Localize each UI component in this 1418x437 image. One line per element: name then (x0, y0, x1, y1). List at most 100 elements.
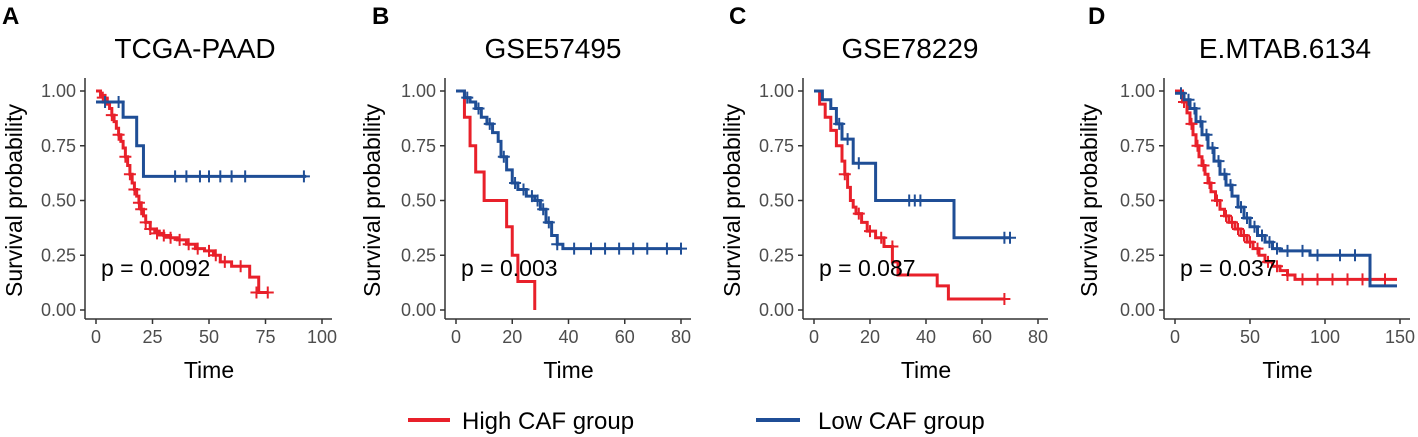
y-tick-label-a: 0.75 (41, 136, 76, 156)
censor-mark-high-caf-group-a (164, 231, 177, 244)
panel-title-a: TCGA-PAAD (114, 33, 275, 64)
censor-mark-high-caf-group-a (132, 196, 145, 209)
censor-mark-low-caf-group-c (841, 133, 854, 146)
survival-curve-low-caf-group-a (96, 100, 307, 178)
censor-mark-low-caf-group-a (169, 170, 182, 183)
censor-mark-low-caf-group-d (1235, 201, 1247, 214)
censor-mark-low-caf-group-d (1349, 249, 1361, 262)
censor-mark-low-caf-group-a (214, 170, 227, 183)
p-value-b: p = 0.003 (461, 255, 558, 281)
censor-mark-low-caf-group-b (641, 242, 654, 255)
censor-mark-low-caf-group-a (112, 95, 125, 108)
censor-mark-low-caf-group-d (1224, 179, 1237, 192)
censor-mark-low-caf-group-c (833, 117, 846, 130)
censor-mark-high-caf-group-a (139, 216, 152, 229)
censor-mark-high-caf-group-d (1220, 209, 1232, 222)
y-tick-label-b: 1.00 (401, 81, 436, 101)
censor-mark-high-caf-group-c (875, 231, 888, 244)
y-tick-label-a: 1.00 (41, 81, 76, 101)
survival-curve-high-caf-group-c (814, 89, 1005, 301)
censor-mark-high-caf-group-a (261, 286, 274, 299)
censor-mark-low-caf-group-c (914, 194, 927, 207)
censor-mark-high-caf-group-d (1281, 268, 1294, 281)
panel-a: A TCGA-PAAD 0.00 0.25 0.50 0.75 1.00 0 25 50 75 100… (1, 3, 337, 383)
censor-mark-low-caf-group-b (509, 176, 522, 189)
x-tick-label-b: 0 (451, 327, 461, 347)
censor-mark-high-caf-group-c (864, 225, 876, 238)
censor-mark-high-caf-group-a (182, 238, 195, 251)
censor-mark-high-caf-group-a (144, 222, 157, 235)
censor-mark-low-caf-group-d (1175, 87, 1187, 100)
censor-mark-high-caf-group-d (1356, 273, 1369, 286)
y-tick-label-d: 1.00 (1120, 81, 1155, 101)
censor-mark-low-caf-group-d (1334, 249, 1346, 262)
censor-mark-high-caf-group-c (852, 207, 865, 220)
censor-mark-high-caf-group-a (128, 183, 141, 196)
legend-label-low-caf: Low CAF group (818, 408, 985, 435)
panel-b: B GSE57495 0.00 0.25 0.50 0.75 1.00 0 20 40 60 80 Ti… (359, 3, 691, 383)
censor-mark-low-caf-group-b (531, 194, 544, 207)
y-tick-label-b: 0.75 (401, 136, 436, 156)
x-tick-label-d: 100 (1310, 327, 1340, 347)
censor-mark-high-caf-group-a (218, 255, 231, 268)
x-tick-label-d: 0 (1170, 327, 1180, 347)
censor-mark-high-caf-group-a (173, 233, 186, 246)
censor-mark-high-caf-group-d (1271, 260, 1283, 273)
censor-mark-high-caf-group-d (1311, 273, 1324, 286)
censor-mark-low-caf-group-c (852, 157, 865, 170)
censor-mark-low-caf-group-b (542, 216, 555, 229)
x-tick-label-a: 75 (255, 327, 275, 347)
legend: High CAF group Low CAF group (408, 408, 985, 435)
y-tick-label-a: 0.50 (41, 191, 76, 211)
y-tick-label-c: 0.00 (759, 300, 794, 320)
x-axis-label-c: Time (901, 357, 951, 383)
censor-mark-high-caf-group-d (1238, 229, 1250, 242)
panel-title-d: E.MTAB.6134 (1199, 33, 1371, 64)
censor-mark-high-caf-group-d (1185, 117, 1198, 130)
censor-mark-low-caf-group-b (497, 150, 510, 163)
x-tick-label-a: 100 (307, 327, 337, 347)
censor-mark-low-caf-group-d (1194, 115, 1207, 128)
censor-mark-high-caf-group-a (123, 168, 136, 181)
x-tick-label-b: 80 (671, 327, 691, 347)
censor-mark-low-caf-group-d (1248, 220, 1261, 233)
x-tick-label-c: 20 (860, 327, 880, 347)
censor-mark-high-caf-group-d (1341, 273, 1354, 286)
censor-mark-low-caf-group-d (1182, 93, 1195, 106)
censor-mark-high-caf-group-a (191, 242, 204, 255)
y-tick-label-b: 0.00 (401, 300, 436, 320)
censor-mark-low-caf-group-b (675, 242, 687, 255)
censor-mark-low-caf-group-b (585, 242, 597, 255)
panel-d: D E.MTAB.6134 0.00 0.25 0.50 0.75 1.00 0 50 100 15… (1076, 3, 1415, 383)
y-axis-label-a: Survival probability (1, 103, 27, 297)
y-tick-label-c: 1.00 (759, 81, 794, 101)
censor-mark-low-caf-group-b (472, 102, 485, 115)
y-axis-label-c: Survival probability (719, 103, 745, 297)
censor-mark-high-caf-group-a (250, 286, 263, 299)
x-axis-label-b: Time (543, 357, 593, 383)
censor-mark-low-caf-group-a (239, 170, 252, 183)
y-axis-label-b: Survival probability (359, 103, 385, 297)
censor-mark-high-caf-group-a (157, 229, 170, 242)
censor-mark-low-caf-group-b (660, 242, 673, 255)
censor-mark-low-caf-group-d (1188, 102, 1201, 115)
censor-mark-high-caf-group-d (1197, 159, 1210, 172)
censor-mark-high-caf-group-a (234, 260, 247, 273)
x-tick-label-b: 60 (615, 327, 635, 347)
censor-mark-high-caf-group-d (1244, 236, 1256, 249)
censor-mark-high-caf-group-d (1251, 242, 1264, 255)
p-value-d: p = 0.037 (1180, 255, 1277, 281)
censor-mark-high-caf-group-d (1211, 194, 1223, 207)
y-tick-label-d: 0.50 (1120, 191, 1155, 211)
x-tick-label-d: 150 (1385, 327, 1415, 347)
x-tick-label-c: 80 (1028, 327, 1048, 347)
censor-mark-low-caf-group-c (1004, 231, 1016, 244)
censor-mark-low-caf-group-b (568, 242, 581, 255)
censor-mark-high-caf-group-d (1326, 273, 1339, 286)
censor-mark-high-caf-group-a (105, 109, 118, 122)
censor-mark-low-caf-group-b (599, 242, 612, 255)
censor-mark-high-caf-group-a (119, 150, 132, 163)
legend-label-high-caf: High CAF group (462, 408, 634, 435)
censor-mark-low-caf-group-d (1218, 168, 1231, 181)
